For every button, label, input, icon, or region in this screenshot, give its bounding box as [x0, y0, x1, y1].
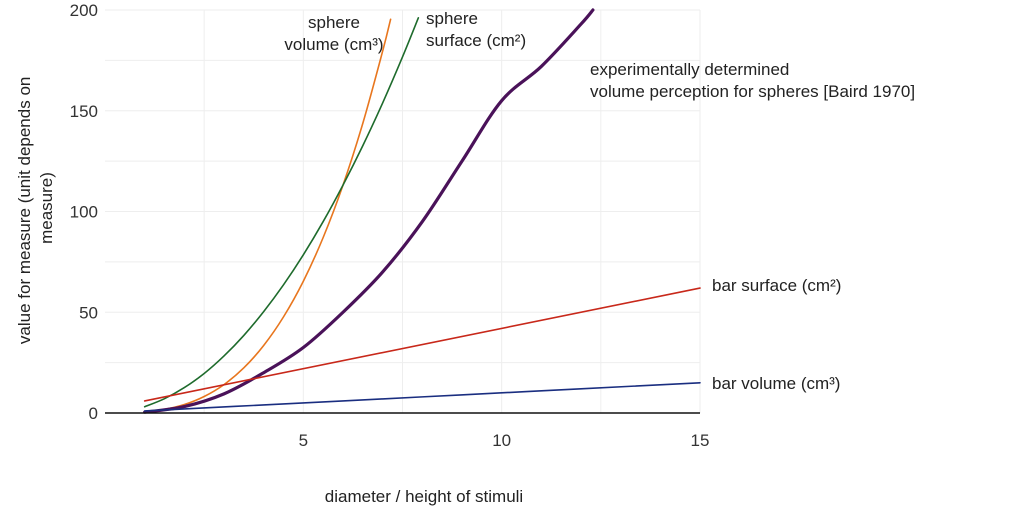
- bar-volume-label-line: bar volume (cm³): [712, 374, 840, 393]
- tick-labels: 0 50 100 150 200 5 10 15: [70, 1, 710, 450]
- y-tick-label: 200: [70, 1, 98, 20]
- sphere-volume-line: [143, 18, 392, 413]
- sphere-surface-line: [143, 17, 420, 408]
- baird-perception-label: experimentally determined volume percepti…: [590, 60, 915, 101]
- sphere-surface-label: sphere surface (cm²): [426, 9, 526, 50]
- baird-perception-line: [143, 8, 595, 414]
- bar-surface-label-line: bar surface (cm²): [712, 276, 841, 295]
- bar-volume-line: [143, 381, 701, 412]
- x-tick-label: 10: [492, 431, 511, 450]
- series-layer: [143, 8, 701, 414]
- y-axis-title-line-1: value for measure (unit depends on: [15, 77, 34, 344]
- y-tick-label: 100: [70, 203, 98, 222]
- x-tick-label: 5: [299, 431, 308, 450]
- bar-volume-label: bar volume (cm³): [712, 374, 840, 393]
- x-tick-label: 15: [691, 431, 710, 450]
- x-axis-title: diameter / height of stimuli: [325, 487, 523, 506]
- series-labels: sphere volume (cm³) sphere surface (cm²) exp…: [284, 9, 915, 393]
- y-axis-title: value for measure (unit depends on measu…: [15, 72, 56, 344]
- sphere-volume-label-line: volume (cm³): [284, 35, 383, 54]
- bar-surface-line: [143, 287, 701, 402]
- y-tick-label: 50: [79, 303, 98, 322]
- sphere-volume-label-line: sphere: [308, 13, 360, 32]
- baird-perception-label-line: experimentally determined: [590, 60, 789, 79]
- bar-surface-label: bar surface (cm²): [712, 276, 841, 295]
- sphere-surface-label-line: surface (cm²): [426, 31, 526, 50]
- sphere-surface-label-line: sphere: [426, 9, 478, 28]
- y-tick-label: 0: [89, 404, 98, 423]
- y-tick-label: 150: [70, 102, 98, 121]
- baird-perception-label-line: volume perception for spheres [Baird 197…: [590, 82, 915, 101]
- sphere-volume-label: sphere volume (cm³): [284, 13, 383, 54]
- y-axis-title-line-2: measure): [37, 172, 56, 244]
- grid: [105, 9, 701, 413]
